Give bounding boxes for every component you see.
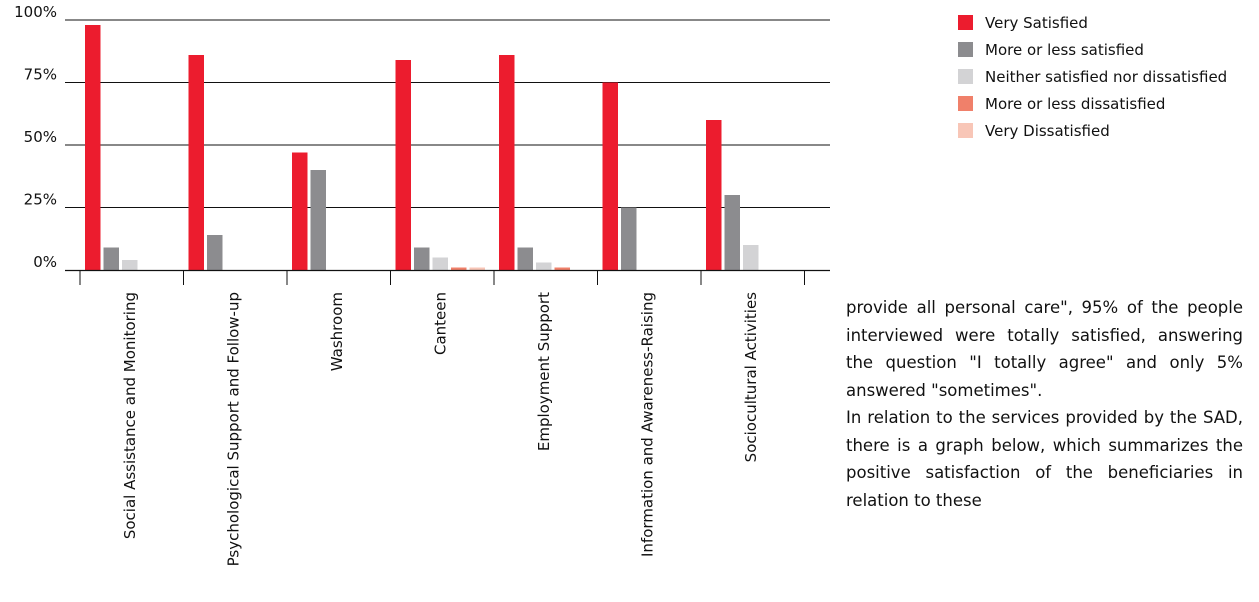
legend-item-more-or-less-dissatisfied: More or less dissatisfied xyxy=(958,90,1227,117)
bar xyxy=(122,260,138,270)
legend-item-neither: Neither satisfied nor dissatisfied xyxy=(958,63,1227,90)
bar xyxy=(188,55,204,270)
legend-swatch xyxy=(958,123,973,138)
bar xyxy=(85,25,101,270)
legend-label: Neither satisfied nor dissatisfied xyxy=(985,67,1228,86)
paragraph: provide all personal care", 95% of the p… xyxy=(846,298,1243,400)
legend-label: Very Satisfied xyxy=(985,13,1088,32)
legend-swatch xyxy=(958,69,973,84)
legend-item-more-or-less-satisfied: More or less satisfied xyxy=(958,36,1227,63)
bar xyxy=(207,235,223,270)
bar xyxy=(103,247,119,270)
bar xyxy=(536,262,552,270)
legend-label: More or less dissatisfied xyxy=(985,94,1166,113)
bar xyxy=(743,245,759,270)
legend-label: Very Dissatisfied xyxy=(985,121,1110,140)
bar xyxy=(451,267,467,270)
y-tick-label: 0% xyxy=(33,253,57,271)
paragraph: In relation to the services provided by … xyxy=(846,408,1243,510)
x-tick-label: Employment Support xyxy=(535,292,553,451)
bar xyxy=(432,257,448,270)
x-tick-label: Information and Awareness-Raising xyxy=(638,292,656,557)
y-tick-label: 25% xyxy=(24,191,57,209)
bar xyxy=(414,247,430,270)
legend-swatch xyxy=(958,15,973,30)
bar xyxy=(706,120,722,270)
x-tick-label: Social Assistance and Monitoring xyxy=(121,292,139,539)
x-tick-label: Sociocultural Activities xyxy=(742,292,760,463)
legend-item-very-satisfied: Very Satisfied xyxy=(958,9,1227,36)
bar xyxy=(621,207,637,270)
bar xyxy=(602,82,618,270)
y-tick-label: 75% xyxy=(24,66,57,84)
legend-swatch xyxy=(958,96,973,111)
bar xyxy=(499,55,515,270)
bar xyxy=(554,267,570,270)
bar xyxy=(292,152,308,270)
legend-item-very-dissatisfied: Very Dissatisfied xyxy=(958,117,1227,144)
bar-chart: 0% 25% 50% 75% 100% Social Assistance and Mon… xyxy=(14,3,830,566)
x-tick-label: Psychological Support and Follow-up xyxy=(224,292,242,566)
body-text: provide all personal care", 95% of the p… xyxy=(846,294,1243,514)
x-tick-label: Washroom xyxy=(328,292,346,371)
legend-swatch xyxy=(958,42,973,57)
bar xyxy=(310,170,326,270)
bar xyxy=(517,247,533,270)
y-tick-label: 100% xyxy=(14,3,57,21)
bar xyxy=(469,267,485,270)
chart-legend: Very Satisfied More or less satisfied Ne… xyxy=(958,9,1227,144)
bar xyxy=(395,60,411,270)
bar xyxy=(724,195,740,270)
x-tick-label: Canteen xyxy=(431,292,449,355)
y-tick-label: 50% xyxy=(24,128,57,146)
legend-label: More or less satisfied xyxy=(985,40,1144,59)
